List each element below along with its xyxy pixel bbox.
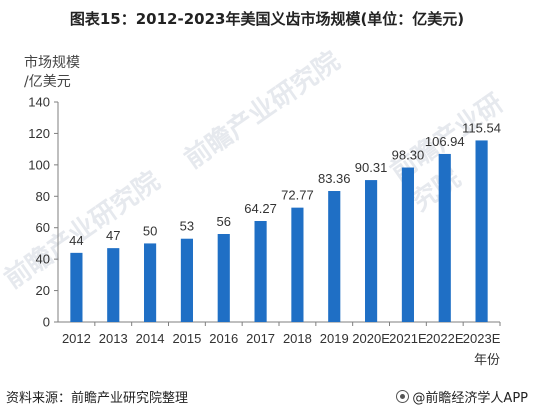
y-axis-label-line1: 市场规模 (24, 55, 80, 71)
data-label: 53 (180, 219, 194, 234)
bar (180, 238, 193, 322)
data-label: 64.27 (244, 201, 277, 216)
chart-title: 图表15：2012-2023年美国义齿市场规模(单位：亿美元) (69, 10, 465, 28)
data-label: 115.54 (462, 120, 501, 135)
data-label: 44 (69, 233, 83, 248)
data-label: 56 (217, 214, 231, 229)
brand-logo-icon (396, 390, 410, 403)
data-label: 106.94 (425, 134, 465, 149)
bar (217, 234, 230, 322)
x-tick-label: 2019 (320, 331, 349, 346)
y-tick-label: 120 (28, 126, 50, 141)
y-tick-label: 60 (36, 220, 50, 235)
brand-credit: @前瞻经济学人APP (396, 387, 528, 406)
bar (144, 243, 157, 322)
bar (70, 252, 83, 322)
data-label: 83.36 (318, 171, 351, 186)
bar (475, 140, 488, 322)
x-tick-label: 2013 (99, 331, 128, 346)
y-tick-label: 0 (43, 315, 50, 330)
bar (365, 180, 378, 322)
x-tick-label: 2014 (136, 331, 165, 346)
bar (401, 167, 414, 322)
bar (107, 248, 120, 322)
x-axis-label: 年份 (474, 353, 500, 368)
x-tick-label: 2023E (463, 331, 501, 346)
y-tick-label: 20 (36, 283, 50, 298)
y-tick-label: 140 (28, 95, 50, 110)
x-tick-label: 2017 (246, 331, 275, 346)
y-tick-label: 100 (28, 157, 50, 172)
x-tick-label: 2016 (209, 331, 238, 346)
data-label: 98.30 (392, 148, 425, 163)
bar (254, 221, 267, 322)
bar (328, 191, 341, 322)
data-label: 72.77 (281, 188, 314, 203)
brand-text: @前瞻经济学人APP (412, 391, 528, 406)
data-label: 90.31 (355, 160, 388, 175)
bar (438, 153, 451, 322)
data-label: 50 (143, 223, 157, 238)
x-tick-label: 2022E (426, 331, 464, 346)
x-tick-label: 2015 (172, 331, 201, 346)
y-tick-label: 40 (36, 252, 50, 267)
y-axis-label-line2: /亿美元 (24, 74, 71, 90)
x-tick-label: 2012 (62, 331, 91, 346)
source-note: 资料来源：前瞻产业研究院整理 (6, 391, 189, 406)
x-tick-label: 2021E (389, 331, 427, 346)
x-tick-label: 2020E (352, 331, 390, 346)
data-label: 47 (106, 228, 120, 243)
x-tick-label: 2018 (283, 331, 312, 346)
bar (291, 207, 304, 322)
y-tick-label: 80 (36, 189, 50, 204)
